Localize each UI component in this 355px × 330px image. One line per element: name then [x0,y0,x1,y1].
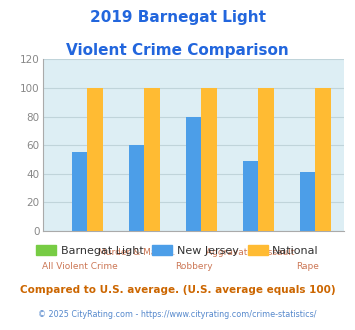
Bar [129,145,144,231]
Text: All Violent Crime: All Violent Crime [42,262,117,271]
Bar [243,161,258,231]
Legend: Barnegat Light, New Jersey, National: Barnegat Light, New Jersey, National [32,241,323,260]
Text: Compared to U.S. average. (U.S. average equals 100): Compared to U.S. average. (U.S. average … [20,285,335,295]
Text: Rape: Rape [296,262,319,271]
Bar [186,116,201,231]
Bar [201,88,217,231]
Bar [144,88,159,231]
Text: © 2025 CityRating.com - https://www.cityrating.com/crime-statistics/: © 2025 CityRating.com - https://www.city… [38,310,317,319]
Text: Murder & Mans...: Murder & Mans... [98,248,175,257]
Text: Aggravated Assault: Aggravated Assault [206,248,295,257]
Text: Violent Crime Comparison: Violent Crime Comparison [66,43,289,58]
Bar [72,152,87,231]
Text: 2019 Barnegat Light: 2019 Barnegat Light [89,10,266,25]
Bar [300,172,315,231]
Text: Robbery: Robbery [175,262,212,271]
Bar [258,88,274,231]
Bar [87,88,103,231]
Bar [315,88,331,231]
